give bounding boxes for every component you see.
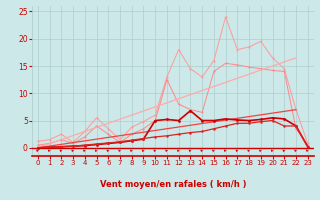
- X-axis label: Vent moyen/en rafales ( km/h ): Vent moyen/en rafales ( km/h ): [100, 180, 246, 189]
